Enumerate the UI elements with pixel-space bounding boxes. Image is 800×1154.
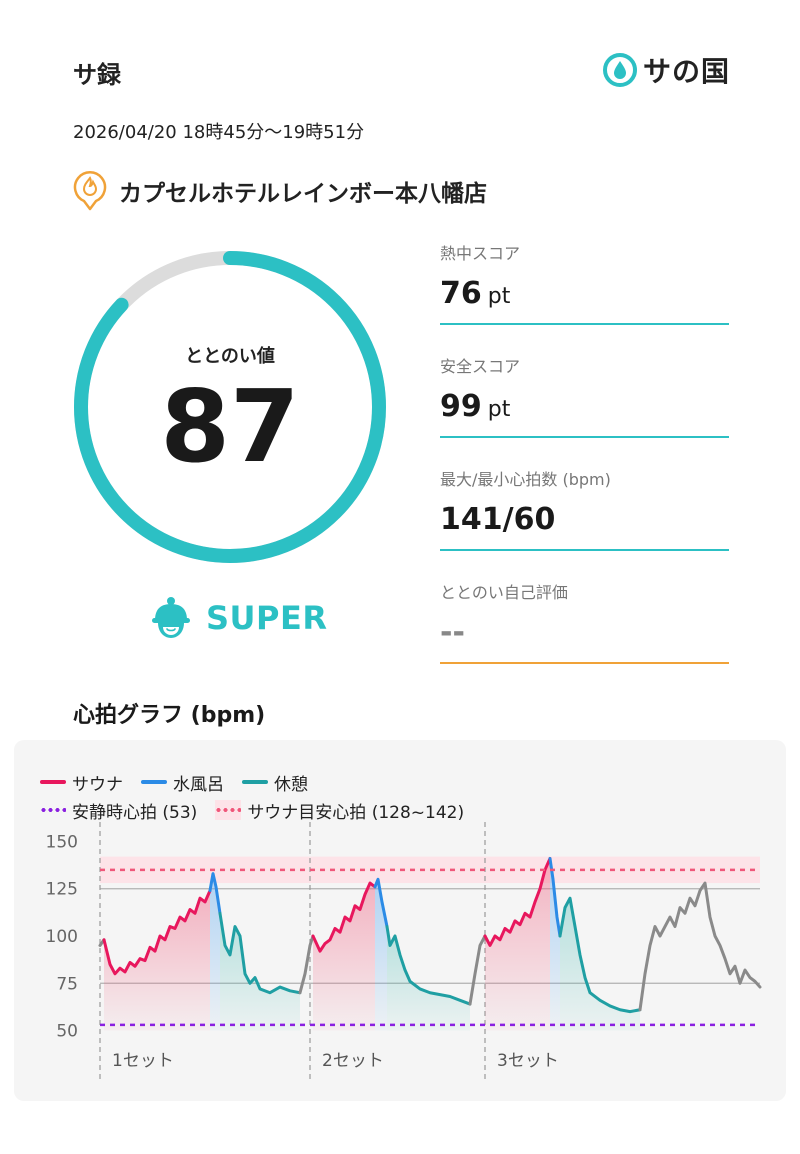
chart-section-title: 心拍グラフ (bpm) [73, 703, 266, 728]
sauna-area [104, 890, 210, 1031]
divider [440, 662, 729, 664]
self-rating-value[interactable]: -- [440, 615, 465, 650]
set-label: 1セット [112, 1051, 174, 1071]
sauna-line [311, 881, 377, 953]
legend-rest: 休憩 [242, 770, 308, 795]
gauge-label: ととのい値 [185, 346, 275, 367]
sauna-pin-icon [73, 171, 107, 211]
facility-link[interactable]: カプセルホテルレインボー本八幡店 [73, 170, 487, 212]
y-tick-label: 125 [46, 880, 78, 900]
chart-legend: サウナ 水風呂 休憩 安静時心拍 (53) サウナ目安心拍 (128~142) [40, 768, 464, 824]
set-label: 2セット [322, 1051, 384, 1071]
legend-sauna: サウナ [40, 770, 123, 795]
other-line [638, 881, 762, 1012]
rest-line [218, 911, 302, 995]
heart-rate-chart: 150 125 100 75 50 1セット 2セット 3セット サウナ 水風呂 休憩 安静時… [14, 740, 786, 1101]
water-area [210, 873, 220, 1031]
gauge-value: 87 [160, 368, 300, 485]
sauna-area [313, 883, 375, 1031]
sauna-line [102, 889, 212, 976]
other-line [468, 934, 487, 1006]
heat-score: 熱中スコア 76 pt [440, 238, 729, 351]
score-panel: 熱中スコア 76 pt 安全スコア 99 pt 最大/最小心拍数 (bpm) 141… [440, 238, 729, 690]
safety-score-label: 安全スコア [440, 357, 521, 376]
water-area [550, 858, 560, 1031]
divider [440, 436, 729, 438]
water-line [373, 877, 389, 929]
sauna-area [485, 858, 550, 1031]
y-tick-label: 150 [46, 832, 78, 852]
set-label: 3セット [497, 1051, 559, 1071]
rest-area [560, 898, 640, 1031]
heart-rate-range: 最大/最小心拍数 (bpm) 141/60 [440, 464, 729, 577]
y-tick-label: 75 [56, 974, 78, 994]
facility-name: カプセルホテルレインボー本八幡店 [119, 181, 487, 207]
rank-badge: SUPER [150, 596, 327, 640]
legend-water: 水風呂 [141, 770, 224, 795]
brand-logo: サの国 [602, 50, 730, 90]
y-tick-label: 100 [46, 927, 78, 947]
water-drop-icon [602, 53, 637, 87]
legend-target-hr: サウナ目安心拍 (128~142) [215, 798, 464, 823]
heart-rate-value: 141/60 [440, 502, 556, 537]
sauna-hat-face-icon [152, 597, 190, 638]
sauna-line [483, 856, 552, 947]
totonoi-gauge: ととのい値 87 [70, 247, 390, 567]
water-line [208, 872, 222, 915]
rest-area [387, 926, 470, 1031]
gauge-progress [74, 251, 386, 563]
heat-score-label: 熱中スコア [440, 244, 521, 263]
other-line [298, 934, 315, 995]
rest-line [385, 925, 472, 1006]
heat-score-value: 76 pt [440, 276, 511, 311]
legend-resting-hr: 安静時心拍 (53) [40, 798, 197, 823]
session-date: 2026/04/20 18時45分〜19時51分 [73, 122, 365, 143]
safety-score-value: 99 pt [440, 389, 511, 424]
page-title: サ録 [73, 61, 121, 89]
brand-name: サの国 [642, 55, 730, 88]
divider [440, 323, 729, 325]
rest-area [220, 913, 300, 1031]
self-rating-label: ととのい自己評価 [440, 583, 568, 602]
rank-label: SUPER [206, 599, 328, 637]
self-rating[interactable]: ととのい自己評価 -- [440, 577, 729, 690]
safety-score: 安全スコア 99 pt [440, 351, 729, 464]
rest-line [558, 896, 642, 1014]
heart-rate-chart-canvas: 150 125 100 75 50 1セット 2セット 3セット [46, 822, 762, 1080]
divider [440, 549, 729, 551]
y-tick-label: 50 [56, 1022, 78, 1042]
heart-rate-label: 最大/最小心拍数 (bpm) [440, 470, 611, 489]
